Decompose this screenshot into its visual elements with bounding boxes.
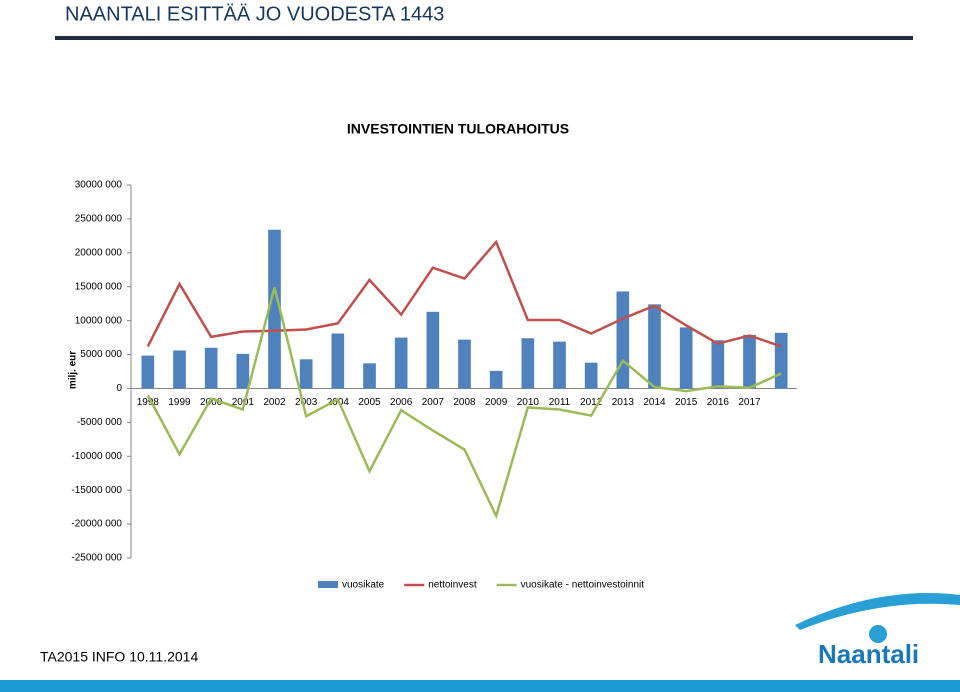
x-tick-label: 2014 [643, 397, 666, 408]
x-tick-label: 2015 [675, 397, 698, 408]
bar [774, 332, 788, 389]
logo-swoosh [795, 593, 960, 630]
y-tick-label: -25000 000 [71, 553, 122, 564]
legend-swatch [318, 581, 338, 588]
x-tick-label: 2007 [422, 397, 445, 408]
y-tick-label: 10000 000 [75, 315, 123, 326]
bar [299, 359, 313, 389]
bar [458, 339, 471, 389]
bar [711, 340, 725, 389]
x-tick-label: 2000 [200, 397, 223, 408]
bar [141, 355, 155, 389]
title-rule [55, 36, 913, 40]
y-tick-label: 5000 000 [80, 349, 122, 360]
x-tick-label: 2003 [295, 397, 318, 408]
bar [363, 363, 376, 389]
y-tick-label: -10000 000 [71, 451, 122, 462]
legend-label: vuosikate [342, 580, 385, 591]
line [146, 239, 782, 348]
chart-title: INVESTOINTIEN TULORAHOITUS [347, 121, 569, 137]
slide-title: NAANTALI ESITTÄÄ JO VUODESTA 1443 [65, 3, 444, 25]
x-tick-label: 2017 [738, 397, 761, 408]
y-tick-label: 0 [116, 383, 122, 394]
bar [394, 337, 408, 389]
x-tick-label: 2006 [390, 397, 413, 408]
logo-text: Naantali [818, 639, 919, 669]
x-tick-label: 2013 [612, 397, 635, 408]
y-tick-label: -20000 000 [71, 519, 122, 530]
bar [584, 362, 598, 389]
y-tick-label: 25000 000 [75, 214, 123, 225]
bar [236, 353, 250, 389]
bar [268, 229, 281, 389]
bar [204, 347, 218, 389]
bar [679, 327, 693, 389]
x-tick-label: 2002 [263, 397, 286, 408]
x-tick-label: 1999 [168, 397, 191, 408]
y-tick-label: 15000 000 [75, 281, 123, 292]
y-axis-title: milj. eur [68, 351, 79, 389]
bar [648, 304, 661, 389]
x-tick-label: 2011 [549, 397, 571, 408]
x-tick-label: 2010 [517, 397, 540, 408]
y-tick-label: -15000 000 [71, 485, 122, 496]
bar [426, 311, 440, 389]
legend-label: vuosikate - nettoinvestoinnit [521, 580, 645, 591]
bar [743, 334, 756, 389]
footer-text: TA2015 INFO 10.11.2014 [40, 649, 198, 665]
bar [489, 370, 503, 389]
x-tick-label: 2005 [358, 397, 381, 408]
x-tick-label: 2009 [485, 397, 508, 408]
logo-dot [869, 625, 887, 643]
legend-label: nettoinvest [428, 580, 477, 591]
line [146, 287, 782, 520]
bar [521, 338, 535, 389]
x-tick-label: 2008 [453, 397, 476, 408]
x-tick-label: 1998 [137, 397, 160, 408]
x-tick-label: 2012 [580, 397, 603, 408]
x-tick-label: 2001 [232, 397, 255, 408]
bottom-band [0, 680, 960, 692]
y-tick-label: 20000 000 [75, 247, 123, 258]
bar [173, 350, 186, 389]
x-tick-label: 2016 [707, 397, 730, 408]
y-tick-label: 30000 000 [75, 180, 123, 191]
bar [553, 341, 566, 389]
bar [616, 291, 630, 389]
y-tick-label: -5000 000 [77, 417, 122, 428]
bar [331, 333, 345, 389]
